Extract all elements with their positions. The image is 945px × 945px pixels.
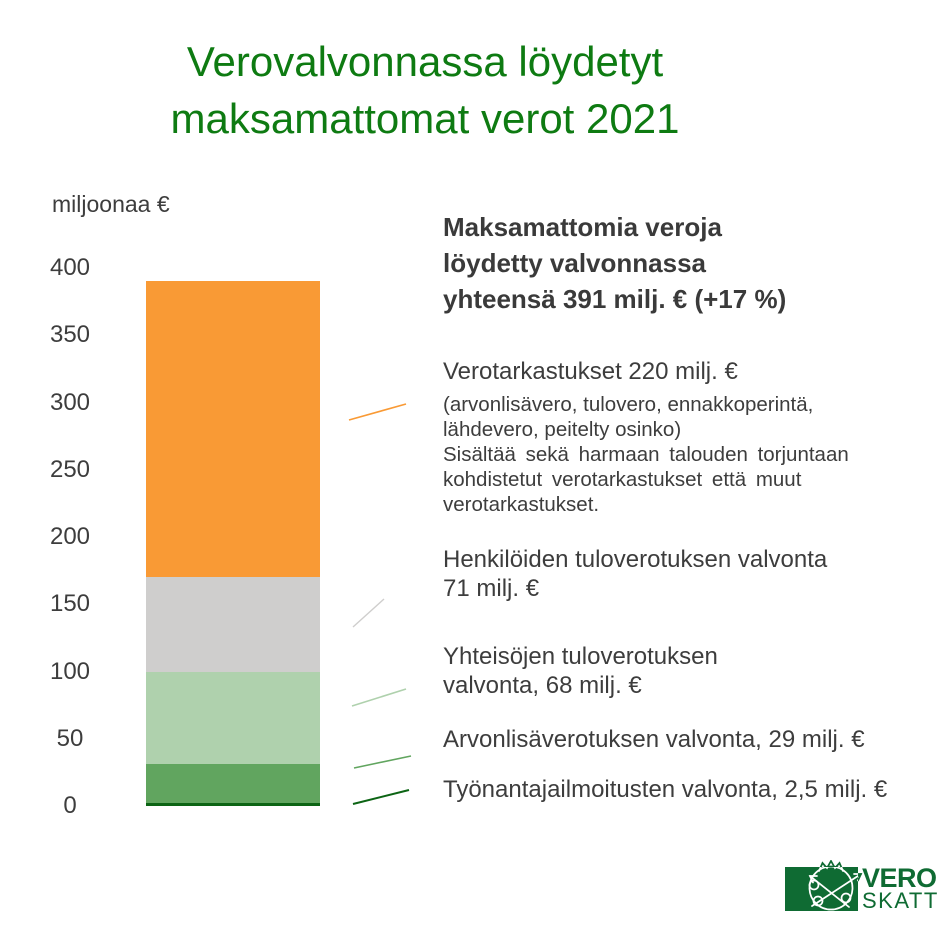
annotation-verotarkastukset-detail-2: lähdevero, peitelty osinko) [443,418,682,441]
annotation-yhteisojen: Yhteisöjen tuloverotuksen valvonta, 68 m… [443,642,913,700]
annotation-henkiloiden: Henkilöiden tuloverotuksen valvonta 71 m… [443,545,913,603]
leader-line-verotarkastukset [348,403,407,421]
leader-line-henkiloiden [352,598,385,628]
page-title-line-1: Verovalvonnassa löydetyt [186,38,664,85]
vero-emblem-icon [785,860,863,911]
annotation-verotarkastukset: Verotarkastukset 220 milj. € (arvonlisäv… [443,357,913,517]
y-tick-label-0: 0 [63,792,77,819]
vero-skatt-logo: VERO SKATT [784,860,944,920]
annotation-verotarkastukset-detail-4: kohdistetut verotarkastukset että muut [443,468,802,491]
logo-text-skatt: SKATT [862,888,939,913]
leader-line-arvonlisa [353,755,412,769]
y-tick-label-300: 300 [49,388,91,416]
y-tick-label-100: 100 [49,657,91,685]
annotation-verotarkastukset-detail-3: Sisältää sekä harmaan talouden torjuntaa… [443,443,849,466]
bar-segment-5 [146,802,320,806]
stacked-bar [146,280,320,806]
bar-segment-1 [146,280,320,577]
logo-text-vero: VERO [862,863,937,893]
leader-line-tyonantaja [352,789,410,805]
summary-line-2: löydetty valvonnassa [443,248,706,278]
leader-line-yhteisojen [351,688,407,707]
summary-text: Maksamattomia veroja löydetty valvonnass… [443,209,913,317]
y-tick-label-400: 400 [49,254,91,281]
y-tick-label-150: 150 [49,590,91,618]
bar-segment-2 [146,576,320,673]
annotation-yhteisojen-line-1: Yhteisöjen tuloverotuksen [443,643,718,670]
y-tick-label-250: 250 [49,455,91,483]
annotation-henkiloiden-line-2: 71 milj. € [443,575,540,602]
y-tick-label-350: 350 [49,321,91,349]
y-tick-label-200: 200 [49,523,91,550]
page-title: Verovalvonnassa löydetyt maksamattomat v… [0,33,850,147]
page-title-line-2: maksamattomat verot 2021 [170,95,680,142]
y-axis-unit-label: miljoonaa € [52,191,170,217]
logo-wordmark: VERO SKATT [862,863,939,913]
annotation-verotarkastukset-detail-5: verotarkastukset. [443,493,600,516]
annotation-verotarkastukset-detail-1: (arvonlisävero, tulovero, ennakkoperintä… [443,393,814,416]
annotation-tyonantaja-line-1: Työnantajailmoitusten valvonta, 2,5 milj… [443,776,888,803]
summary-line-3: yhteensä 391 milj. € (+17 %) [443,284,787,314]
annotation-yhteisojen-line-2: valvonta, 68 milj. € [443,672,642,699]
bar-segment-4 [146,763,320,803]
annotation-tyonantaja: Työnantajailmoitusten valvonta, 2,5 milj… [443,775,913,804]
summary-line-1: Maksamattomia veroja [443,212,722,242]
annotation-arvonlisa: Arvonlisäverotuksen valvonta, 29 milj. € [443,725,913,754]
annotation-verotarkastukset-headline: Verotarkastukset 220 milj. € [443,358,738,385]
annotation-arvonlisa-line-1: Arvonlisäverotuksen valvonta, 29 milj. € [443,726,865,753]
bar-segment-3 [146,672,320,764]
y-tick-label-50: 50 [56,724,84,752]
annotation-henkiloiden-line-1: Henkilöiden tuloverotuksen valvonta [443,546,828,573]
